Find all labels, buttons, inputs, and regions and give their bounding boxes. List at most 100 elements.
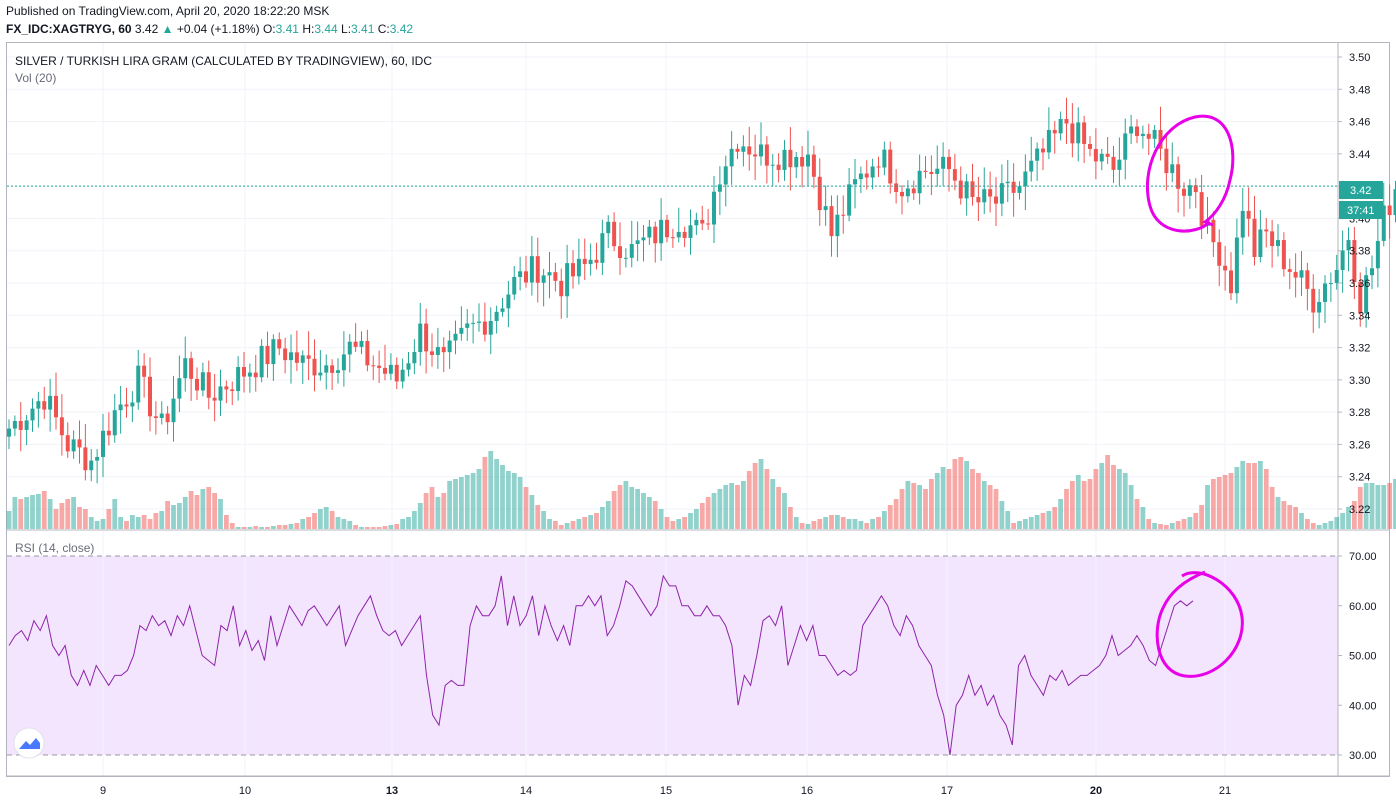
candle-body: [1370, 268, 1374, 276]
candle-body: [130, 402, 135, 407]
candle-body: [1375, 240, 1380, 269]
candle-body: [447, 340, 452, 353]
volume-bar: [1275, 497, 1281, 529]
candle-body: [753, 154, 758, 157]
candle-body: [1005, 181, 1010, 184]
candle-body: [1182, 188, 1186, 196]
volume-bar: [611, 491, 617, 529]
candle-body: [77, 439, 82, 448]
candle-body: [230, 389, 235, 392]
volume-bar: [124, 521, 129, 529]
price-tick-label: 3.32: [1349, 343, 1370, 355]
candle-body: [300, 355, 305, 363]
volume-bar: [829, 515, 834, 529]
price-tick-label: 3.48: [1349, 84, 1370, 96]
candle-body: [1076, 122, 1081, 144]
candle-body: [823, 206, 828, 211]
candle-body: [782, 149, 787, 170]
volume-bar: [793, 517, 799, 529]
volume-bar: [88, 517, 94, 529]
volume-bar: [476, 469, 482, 529]
volume-bar: [12, 497, 18, 529]
volume-bar: [188, 491, 194, 529]
price-tick-label: 3.26: [1349, 439, 1370, 451]
candle-body: [1252, 218, 1257, 257]
volume-bar: [1146, 519, 1152, 529]
volume-bar: [746, 471, 752, 529]
candle-body: [970, 181, 975, 198]
candle-body: [853, 179, 857, 185]
change-value: +0.04 (+1.18%): [176, 22, 260, 36]
annotation-circle-price: [1145, 114, 1235, 233]
volume-bar: [547, 519, 552, 529]
candle-body: [1199, 192, 1204, 226]
volume-bar: [53, 509, 59, 529]
volume-bar: [1328, 521, 1334, 529]
volume-bar: [1093, 469, 1099, 529]
candle-body: [136, 365, 141, 403]
time-tick-label: 9: [100, 785, 106, 797]
candle-body: [741, 146, 746, 152]
volume-bar: [1116, 469, 1122, 529]
volume-bar: [453, 479, 458, 529]
candle-body: [694, 219, 699, 226]
volume-bar: [441, 493, 447, 529]
volume-bar: [1281, 501, 1287, 529]
volume-bar: [100, 519, 106, 529]
candle-body: [148, 376, 152, 417]
tradingview-logo-icon[interactable]: [13, 727, 45, 759]
candle-body: [941, 156, 946, 169]
candle-body: [59, 417, 64, 436]
volume-bar: [235, 527, 241, 529]
candle-body: [95, 457, 100, 461]
volume-bar: [1310, 523, 1316, 529]
volume-bar: [212, 493, 218, 529]
volume-bar: [646, 497, 652, 529]
candle-body: [1334, 270, 1339, 283]
volume-bar: [564, 523, 570, 529]
volume-bar: [1252, 463, 1257, 529]
rsi-axis[interactable]: 70.00 60.00 50.00 40.00 30.00: [1338, 551, 1377, 762]
volume-bar: [364, 527, 370, 529]
volume-bar: [623, 481, 629, 529]
candle-body: [195, 378, 199, 391]
candle-body: [388, 364, 393, 374]
volume-bar: [353, 525, 359, 529]
time-axis[interactable]: 9 10 13 14 15 16 17 20 21: [100, 785, 1231, 797]
candle-body: [106, 430, 111, 436]
volume-bar: [911, 483, 917, 529]
volume-bar: [488, 451, 494, 529]
volume-bar: [834, 515, 840, 529]
candle-body: [518, 271, 523, 277]
volume-bar: [999, 501, 1005, 529]
candle-body: [206, 372, 211, 398]
candle-body: [717, 184, 722, 192]
time-tick-label: 10: [239, 785, 251, 797]
candle-body: [394, 364, 399, 382]
price-tick-label: 3.28: [1349, 407, 1370, 419]
volume-bar: [388, 525, 394, 529]
candle-body: [312, 358, 317, 376]
volume-bar: [723, 485, 729, 529]
candle-body: [1058, 119, 1063, 134]
volume-bar: [752, 463, 758, 529]
volume-bar: [165, 501, 171, 529]
candle-body: [118, 404, 123, 411]
volume-bar: [1163, 525, 1169, 529]
volume-bar: [799, 523, 805, 529]
candle-body: [911, 188, 916, 194]
volume-bar: [470, 473, 476, 529]
volume-bar: [652, 501, 658, 529]
volume-bar: [370, 527, 376, 529]
symbol-ohlc-header: FX_IDC:XAGTRYG, 60 3.42 ▲ +0.04 (+1.18%)…: [6, 22, 413, 36]
volume-bar: [1069, 481, 1075, 529]
candles: [7, 97, 1396, 484]
volume-bar: [1034, 515, 1040, 529]
candle-body: [7, 428, 11, 437]
last-price-label: 3.42: [1350, 185, 1371, 197]
candle-body: [1011, 181, 1016, 193]
volume-bar: [952, 459, 958, 529]
volume-bar: [112, 499, 118, 529]
candle-body: [1046, 129, 1051, 153]
